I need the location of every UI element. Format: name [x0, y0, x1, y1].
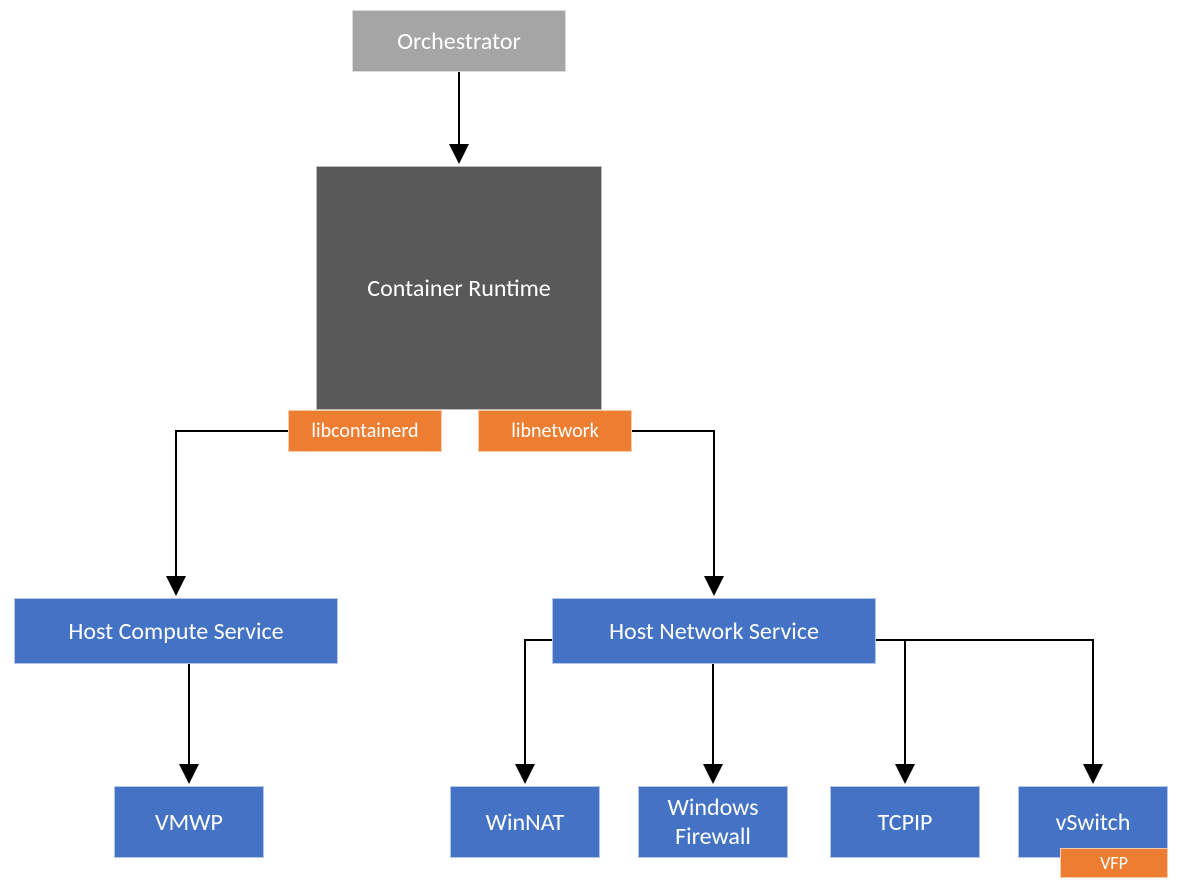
node-label: libnetwork [511, 419, 598, 443]
node-label: Orchestrator [397, 27, 521, 56]
node-vfp: VFP [1060, 848, 1168, 878]
edge-host_network-to-winnat [525, 640, 552, 782]
node-label: Windows Firewall [639, 793, 787, 851]
node-host-network: Host Network Service [552, 598, 876, 664]
node-container-runtime: Container Runtime [316, 166, 602, 410]
node-libnetwork: libnetwork [478, 410, 632, 452]
node-label: Container Runtime [367, 274, 550, 303]
node-libcontainerd: libcontainerd [288, 410, 442, 452]
node-label: libcontainerd [311, 419, 418, 443]
node-tcpip: TCPIP [830, 786, 980, 858]
edge-host_network-to-tcpip [876, 640, 905, 782]
edge-libcontainerd-to-host_compute [176, 431, 288, 594]
edge-host_network-to-vswitch [876, 640, 1093, 782]
node-label: VMWP [155, 808, 223, 837]
edge-libnetwork-to-host_network [632, 431, 714, 594]
node-label: vSwitch [1056, 808, 1131, 837]
node-label: WinNAT [486, 808, 565, 837]
node-orchestrator: Orchestrator [352, 10, 566, 72]
node-windows-firewall: Windows Firewall [638, 786, 788, 858]
node-label: Host Compute Service [68, 617, 283, 646]
node-label: Host Network Service [609, 617, 819, 646]
node-winnat: WinNAT [450, 786, 600, 858]
node-label: VFP [1100, 852, 1128, 874]
node-host-compute: Host Compute Service [14, 598, 338, 664]
node-vmwp: VMWP [114, 786, 264, 858]
node-label: TCPIP [878, 808, 933, 837]
